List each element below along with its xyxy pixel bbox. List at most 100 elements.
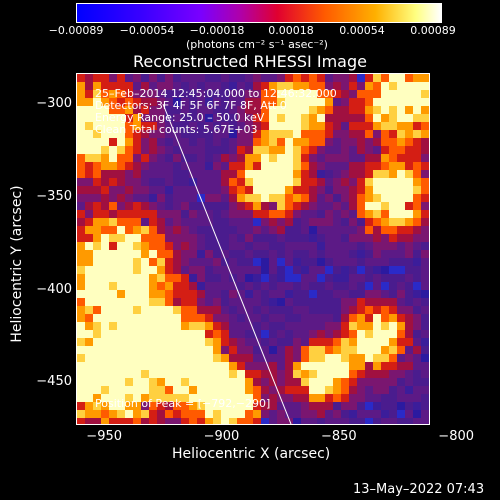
- heatmap-cell: [277, 378, 285, 386]
- heatmap-cell: [77, 290, 85, 298]
- heatmap-cell: [141, 250, 149, 258]
- heatmap-cell: [277, 138, 285, 146]
- heatmap-cell: [229, 402, 237, 410]
- heatmap-cell: [365, 314, 373, 322]
- heatmap-cell: [149, 178, 157, 186]
- heatmap-cell: [317, 258, 325, 266]
- heatmap-cell: [173, 202, 181, 210]
- peak-position-label: Position of Peak = [−792,−290]: [95, 397, 271, 410]
- heatmap-cell: [373, 338, 381, 346]
- heatmap-cell: [221, 194, 229, 202]
- heatmap-cell: [421, 162, 429, 170]
- heatmap-cell: [253, 234, 261, 242]
- heatmap-cell: [189, 162, 197, 170]
- heatmap-cell: [229, 418, 237, 424]
- heatmap-cell: [253, 378, 261, 386]
- heatmap-cell: [253, 186, 261, 194]
- heatmap-cell: [269, 298, 277, 306]
- heatmap-cell: [365, 170, 373, 178]
- heatmap-cell: [205, 274, 213, 282]
- heatmap-cell: [253, 106, 261, 114]
- heatmap-cell: [205, 410, 213, 418]
- heatmap-cell: [325, 394, 333, 402]
- heatmap-cell: [85, 106, 93, 114]
- heatmap-cell: [149, 234, 157, 242]
- heatmap-cell: [85, 178, 93, 186]
- heatmap-cell: [77, 354, 85, 362]
- heatmap-cell: [285, 290, 293, 298]
- heatmap-cell: [141, 234, 149, 242]
- heatmap-cell: [125, 370, 133, 378]
- heatmap-cell: [173, 378, 181, 386]
- heatmap-cell: [293, 330, 301, 338]
- heatmap-cell: [229, 130, 237, 138]
- heatmap-cell: [277, 226, 285, 234]
- heatmap-cell: [125, 298, 133, 306]
- heatmap-cell: [397, 162, 405, 170]
- heatmap-cell: [157, 306, 165, 314]
- heatmap-cell: [165, 314, 173, 322]
- heatmap-cell: [301, 418, 309, 424]
- heatmap-cell: [373, 210, 381, 218]
- heatmap-cell: [181, 370, 189, 378]
- heatmap-cell: [165, 338, 173, 346]
- heatmap-cell: [189, 138, 197, 146]
- heatmap-cell: [341, 274, 349, 282]
- heatmap-cell: [245, 146, 253, 154]
- heatmap-cell: [133, 418, 141, 424]
- heatmap-cell: [197, 370, 205, 378]
- heatmap-cell: [381, 82, 389, 90]
- heatmap-cell: [125, 274, 133, 282]
- heatmap-cell: [229, 146, 237, 154]
- heatmap-cell: [317, 370, 325, 378]
- heatmap-cell: [293, 178, 301, 186]
- heatmap-cell: [405, 90, 413, 98]
- heatmap-cell: [261, 154, 269, 162]
- heatmap-cell: [141, 178, 149, 186]
- heatmap-cell: [421, 378, 429, 386]
- heatmap-cell: [341, 330, 349, 338]
- heatmap-cell: [317, 402, 325, 410]
- heatmap-cell: [405, 362, 413, 370]
- heatmap-cell: [173, 274, 181, 282]
- heatmap-cell: [405, 178, 413, 186]
- heatmap-cell: [293, 322, 301, 330]
- heatmap-cell: [141, 122, 149, 130]
- heatmap-cell: [301, 338, 309, 346]
- heatmap-cell: [389, 330, 397, 338]
- heatmap-cell: [325, 178, 333, 186]
- heatmap-cell: [117, 186, 125, 194]
- heatmap-cell: [285, 82, 293, 90]
- heatmap-cell: [381, 330, 389, 338]
- heatmap-cell: [389, 266, 397, 274]
- heatmap-cell: [365, 282, 373, 290]
- heatmap-cell: [301, 250, 309, 258]
- heatmap-cell: [213, 114, 221, 122]
- heatmap-cell: [189, 314, 197, 322]
- heatmap-cell: [237, 346, 245, 354]
- heatmap-cell: [373, 202, 381, 210]
- heatmap-cell: [317, 114, 325, 122]
- heatmap-cell: [173, 386, 181, 394]
- heatmap-cell: [181, 186, 189, 194]
- heatmap-cell: [341, 146, 349, 154]
- heatmap-cell: [381, 138, 389, 146]
- heatmap-cell: [365, 418, 373, 424]
- heatmap-cell: [317, 306, 325, 314]
- heatmap-cell: [261, 130, 269, 138]
- heatmap-cell: [405, 306, 413, 314]
- heatmap-cell: [109, 402, 117, 410]
- heatmap-cell: [253, 330, 261, 338]
- heatmap-cell: [181, 386, 189, 394]
- heatmap-cell: [349, 274, 357, 282]
- heatmap-cell: [381, 74, 389, 82]
- heatmap-cell: [333, 154, 341, 162]
- heatmap-cell: [141, 282, 149, 290]
- heatmap-cell: [397, 242, 405, 250]
- heatmap-cell: [269, 410, 277, 418]
- heatmap-cell: [397, 410, 405, 418]
- heatmap-cell: [389, 74, 397, 82]
- heatmap-cell: [253, 402, 261, 410]
- heatmap-cell: [341, 114, 349, 122]
- heatmap-cell: [93, 178, 101, 186]
